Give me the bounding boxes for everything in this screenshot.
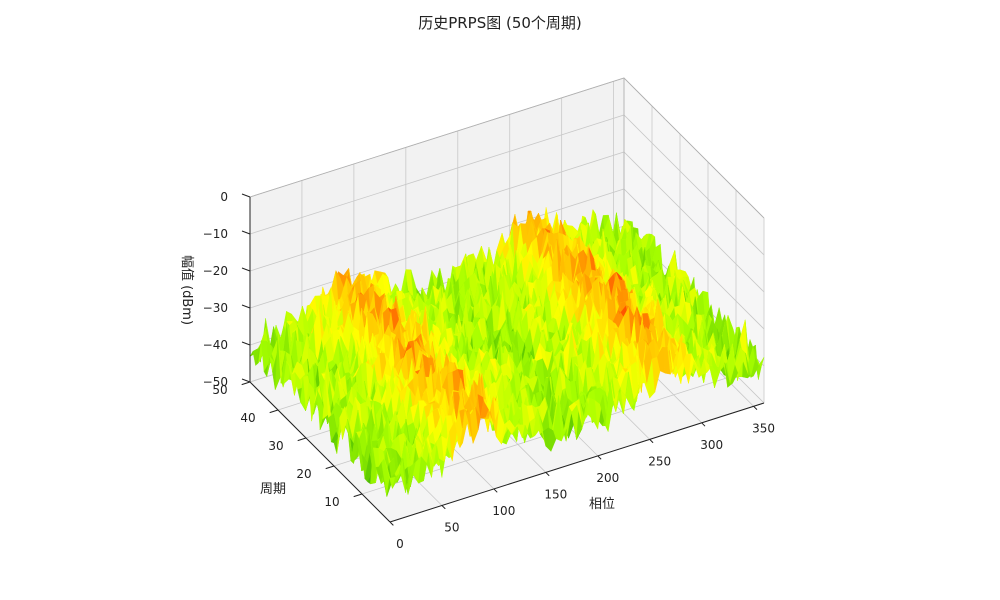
z-tick (241, 267, 251, 272)
z-tick (241, 304, 251, 309)
x-tick (389, 521, 394, 526)
x-tick (597, 455, 602, 460)
z-tick-label: −20 (203, 264, 228, 278)
surface-cell (755, 356, 765, 368)
y-tick-label: 10 (324, 495, 339, 509)
z-tick (241, 341, 251, 346)
y-tick-label: 30 (268, 439, 283, 453)
z-tick (241, 193, 251, 198)
x-tick (545, 472, 550, 477)
y-tick (297, 437, 307, 442)
y-tick-label: 20 (296, 467, 311, 481)
z-tick-label: −10 (203, 227, 228, 241)
x-tick-label: 0 (396, 537, 404, 551)
y-tick (325, 465, 335, 470)
axis-labels: 相位 周期 幅值 (dBm) (179, 255, 615, 512)
x-tick (493, 488, 498, 493)
x-tick-label: 350 (752, 421, 775, 435)
x-axis-label: 相位 (589, 497, 615, 512)
axes: 0 50 100 150 200 250 300 350 10 20 30 40 50 0 −10 −20 −3… (203, 190, 775, 551)
x-tick-label: 50 (444, 520, 459, 534)
y-axis-line (249, 381, 391, 523)
x-tick-label: 100 (492, 504, 515, 518)
x-tick (701, 422, 706, 427)
y-tick (353, 493, 363, 498)
x-tick-label: 250 (648, 454, 671, 468)
x-tick-label: 150 (544, 487, 567, 501)
y-tick-label: 40 (240, 411, 255, 425)
y-axis-label: 周期 (260, 482, 286, 497)
x-tick (753, 405, 758, 411)
x-tick-label: 200 (596, 471, 619, 485)
x-tick-label: 300 (700, 438, 723, 452)
z-tick-label: −40 (203, 338, 228, 352)
z-tick-label: −50 (203, 375, 228, 389)
z-tick-label: 0 (220, 190, 228, 204)
z-tick (241, 378, 251, 383)
surface-plot (249, 207, 765, 498)
chart-title: 历史PRPS图 (50个周期) (418, 14, 582, 32)
z-axis-label: 幅值 (dBm) (179, 255, 195, 325)
z-tick-label: −30 (203, 301, 228, 315)
z-tick (241, 230, 251, 235)
y-tick (269, 409, 279, 414)
x-tick (649, 439, 654, 444)
y-tick-label: 50 (212, 383, 227, 397)
x-tick (441, 505, 446, 510)
y-tick (241, 381, 251, 386)
